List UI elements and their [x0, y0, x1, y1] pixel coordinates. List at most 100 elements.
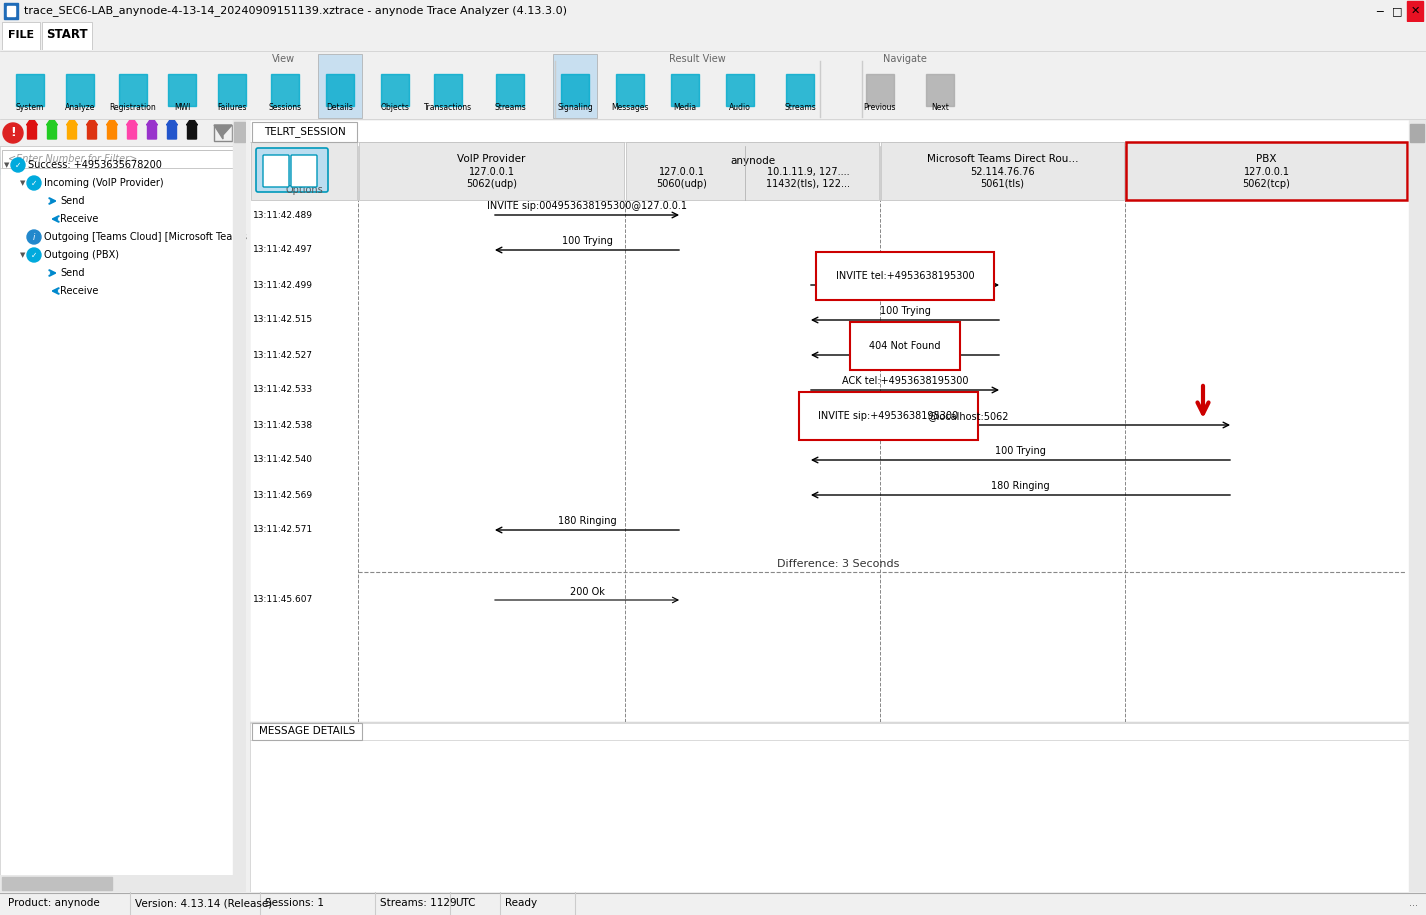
Text: 5062(udp): 5062(udp): [466, 179, 518, 189]
Text: View: View: [271, 54, 295, 64]
Bar: [7, 6, 16, 16]
Text: INVITE sip:004953638195300@127.0.0.1: INVITE sip:004953638195300@127.0.0.1: [488, 201, 687, 211]
Text: ✓: ✓: [31, 251, 37, 260]
Text: Messages: Messages: [612, 103, 649, 112]
Text: 13:11:42.527: 13:11:42.527: [252, 350, 312, 360]
Text: FILE: FILE: [9, 30, 34, 40]
Bar: [41, 22, 93, 50]
Bar: [0, 157, 232, 174]
Text: Media: Media: [673, 103, 696, 112]
Bar: [881, 142, 1124, 200]
Text: 11432(tls), 122...: 11432(tls), 122...: [766, 179, 850, 189]
Bar: [381, 74, 409, 106]
Text: Product: anynode: Product: anynode: [9, 899, 100, 909]
Circle shape: [27, 230, 41, 244]
Text: ✓: ✓: [31, 178, 37, 188]
FancyArrow shape: [107, 117, 117, 139]
Text: @localhost:5062: @localhost:5062: [927, 411, 1010, 421]
Bar: [1407, 1, 1423, 21]
Text: Audio: Audio: [729, 103, 752, 112]
Circle shape: [27, 176, 41, 190]
Bar: [786, 74, 814, 106]
Bar: [1409, 722, 1426, 892]
Text: 200 Ok: 200 Ok: [569, 587, 605, 597]
Bar: [4, 3, 19, 19]
Bar: [1127, 142, 1407, 200]
Text: Previous: Previous: [864, 103, 897, 112]
Text: ✕: ✕: [1410, 6, 1420, 16]
Bar: [1410, 124, 1425, 142]
Text: 13:11:42.571: 13:11:42.571: [252, 525, 314, 534]
Text: 404 Not Found: 404 Not Found: [870, 341, 941, 351]
Text: TELRT_SESSION: TELRT_SESSION: [264, 126, 345, 137]
Text: VoIP Provider: VoIP Provider: [458, 154, 526, 164]
Bar: [866, 74, 894, 106]
Bar: [327, 74, 354, 106]
Text: ▼: ▼: [4, 162, 10, 168]
Bar: [218, 74, 247, 106]
Text: INVITE tel:+4953638195300: INVITE tel:+4953638195300: [836, 271, 974, 281]
Text: 13:11:42.538: 13:11:42.538: [252, 421, 314, 429]
Text: 127.0.0.1: 127.0.0.1: [659, 167, 704, 177]
Bar: [234, 122, 245, 142]
Text: System: System: [16, 103, 44, 112]
Text: UTC: UTC: [455, 899, 475, 909]
Text: Streams: 1129: Streams: 1129: [379, 899, 456, 909]
Text: Receive: Receive: [60, 214, 98, 224]
Text: Failures: Failures: [217, 103, 247, 112]
Text: i: i: [33, 232, 36, 242]
Text: 13:11:42.489: 13:11:42.489: [252, 210, 312, 220]
Bar: [359, 142, 625, 200]
FancyArrow shape: [87, 117, 97, 139]
Text: ...: ...: [1409, 899, 1417, 909]
Bar: [168, 74, 195, 106]
FancyArrow shape: [27, 117, 37, 139]
Text: 13:11:42.499: 13:11:42.499: [252, 281, 312, 289]
Bar: [434, 74, 462, 106]
Text: Objects: Objects: [381, 103, 409, 112]
Bar: [799, 267, 1012, 407]
Text: Difference: 3 Seconds: Difference: 3 Seconds: [777, 559, 900, 569]
Bar: [626, 142, 878, 200]
Text: Registration: Registration: [110, 103, 157, 112]
Text: Navigate: Navigate: [883, 54, 927, 64]
Bar: [925, 74, 954, 106]
Bar: [66, 74, 94, 106]
Bar: [672, 74, 699, 106]
Text: trace_SEC6-LAB_anynode-4-13-14_20240909151139.xztrace - anynode Trace Analyzer (: trace_SEC6-LAB_anynode-4-13-14_202409091…: [24, 5, 568, 16]
Text: Incoming (VoIP Provider): Incoming (VoIP Provider): [44, 178, 164, 188]
Text: 13:11:42.569: 13:11:42.569: [252, 490, 314, 500]
Text: Success: +4953635678200: Success: +4953635678200: [29, 160, 163, 170]
Text: 100 Trying: 100 Trying: [562, 236, 612, 246]
Circle shape: [3, 123, 23, 143]
Text: 13:11:42.515: 13:11:42.515: [252, 316, 314, 325]
Text: 127.0.0.1: 127.0.0.1: [469, 167, 515, 177]
Text: 127.0.0.1: 127.0.0.1: [1243, 167, 1289, 177]
Text: 100 Trying: 100 Trying: [880, 306, 930, 316]
Text: Analyze: Analyze: [64, 103, 96, 112]
Bar: [251, 142, 356, 200]
Bar: [214, 125, 232, 141]
Bar: [1389, 1, 1405, 21]
Text: MESSAGE DETAILS: MESSAGE DETAILS: [260, 726, 355, 736]
Text: START: START: [46, 28, 88, 41]
FancyBboxPatch shape: [262, 155, 289, 187]
Text: PBX: PBX: [1256, 154, 1276, 164]
Bar: [726, 74, 754, 106]
Circle shape: [27, 248, 41, 262]
FancyArrow shape: [187, 117, 197, 139]
Text: <Enter Number for Filter>: <Enter Number for Filter>: [9, 154, 137, 164]
Text: !: !: [10, 126, 16, 139]
Text: Version: 4.13.14 (Release): Version: 4.13.14 (Release): [135, 899, 272, 909]
Bar: [252, 723, 362, 740]
Bar: [16, 74, 44, 106]
FancyArrow shape: [47, 117, 57, 139]
Text: 5062(tcp): 5062(tcp): [1242, 179, 1291, 189]
Text: ∧: ∧: [1415, 126, 1420, 135]
Bar: [496, 74, 523, 106]
Polygon shape: [214, 125, 232, 139]
Text: Outgoing [Teams Cloud] [Microsoft Teams Direct...]: Outgoing [Teams Cloud] [Microsoft Teams …: [44, 232, 292, 242]
FancyBboxPatch shape: [291, 155, 317, 187]
Text: Ready: Ready: [505, 899, 538, 909]
Text: MWI: MWI: [174, 103, 190, 112]
